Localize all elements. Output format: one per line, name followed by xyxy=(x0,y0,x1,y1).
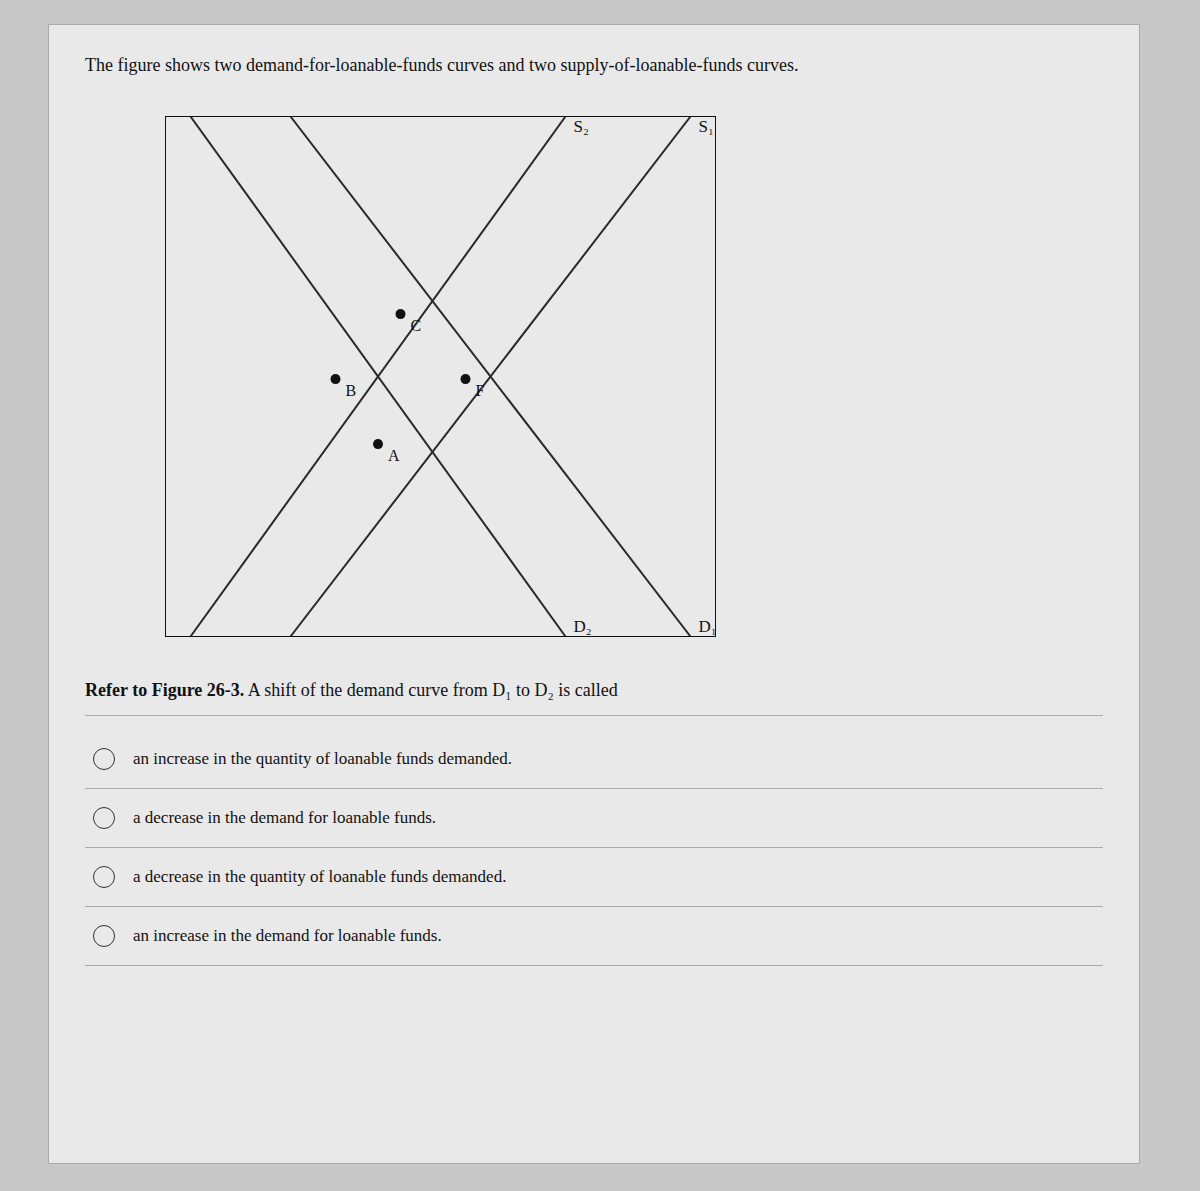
svg-text:D₂: D₂ xyxy=(574,617,592,636)
svg-text:D₁: D₁ xyxy=(699,617,717,636)
html-text:a decrease in the quantity of: a decrease in the quantity of loanable f… xyxy=(133,867,507,886)
svg-text:S₂: S₂ xyxy=(574,117,589,136)
svg-text:C: C xyxy=(411,317,422,334)
svg-text:B: B xyxy=(346,382,357,399)
svg-text:F: F xyxy=(476,382,485,399)
svg-text:A: A xyxy=(388,447,400,464)
html-text:The figure shows two demand-fo: The figure shows two demand-for-loanable… xyxy=(85,55,799,75)
html-text:Refer to Figure 26-3. A shift: Refer to Figure 26-3. A shift of the dem… xyxy=(85,680,618,700)
html-text:an increase in the quantity of: an increase in the quantity of loanable … xyxy=(133,749,513,768)
html-text:a decrease in the demand for l: a decrease in the demand for loanable fu… xyxy=(133,808,436,827)
html-text:an increase in the demand for: an increase in the demand for loanable f… xyxy=(133,926,442,945)
svg-text:S₁: S₁ xyxy=(699,117,714,136)
